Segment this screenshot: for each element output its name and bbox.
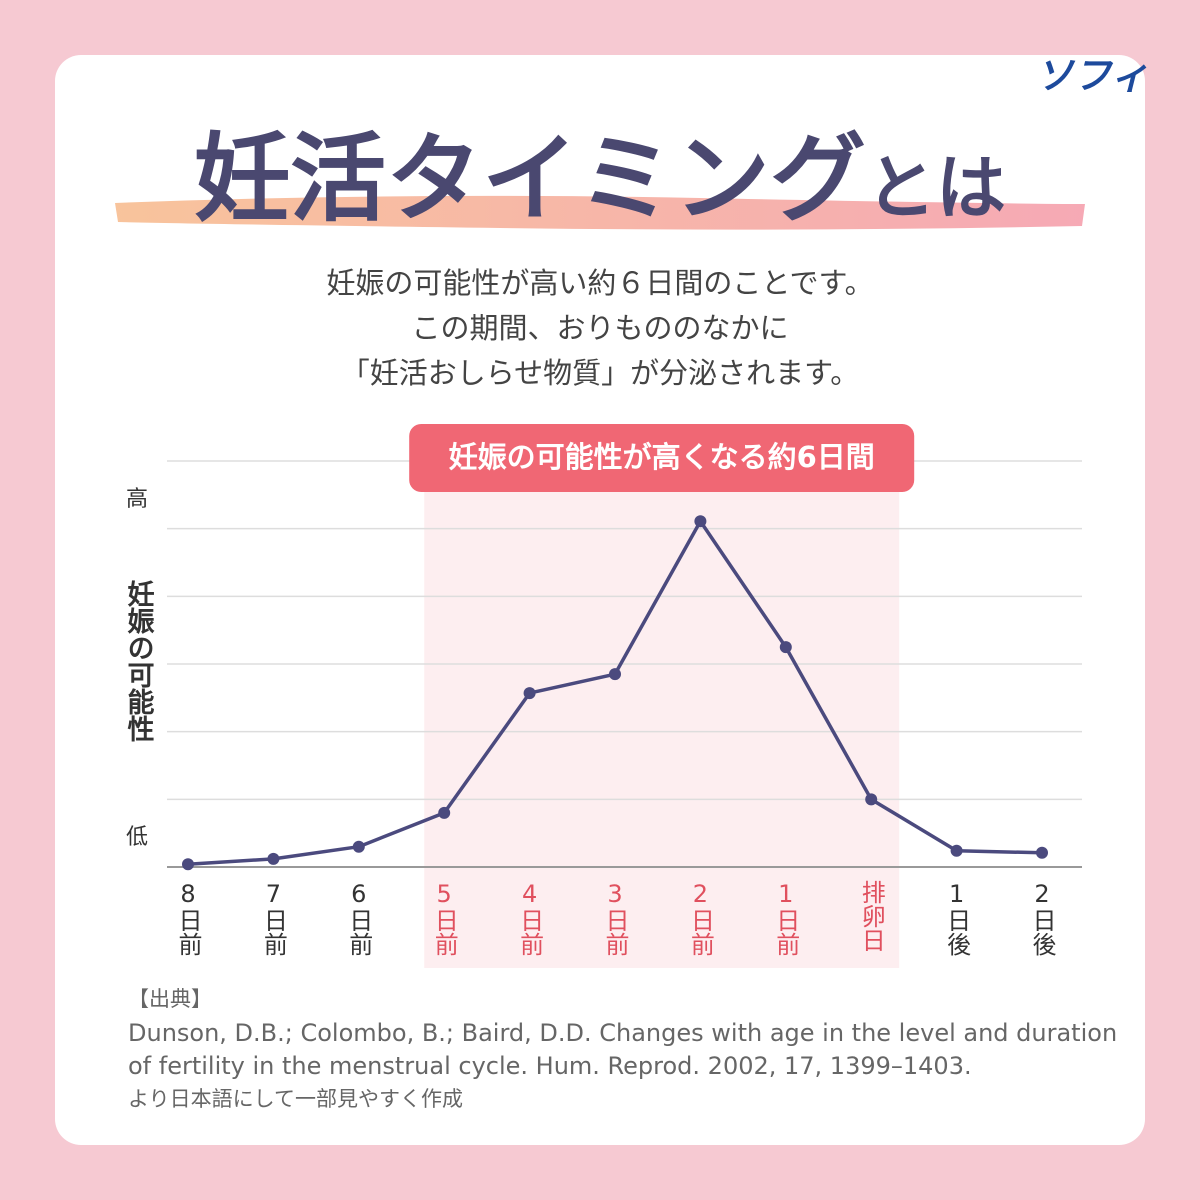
point [609,668,621,681]
x-tick-label: 1日前 [771,880,800,956]
point [694,515,707,528]
source-line: Dunson, D.B.; Colombo, B.; Baird, D.D. C… [128,1019,1117,1047]
title-suffix: とは [866,147,1006,229]
point [523,687,536,700]
highlight-label: 妊娠の可能性が高くなる約6日間 [449,440,875,474]
source-line: of fertility in the menstrual cycle. Hum… [128,1052,972,1080]
point [950,844,963,857]
x-tick-label: 6日前 [344,880,373,956]
y-axis-label: 妊娠の可能性 [122,580,154,742]
source-heading: 【出典】 [128,987,212,1011]
source-line: より日本語にして一部見やすく作成 [128,1087,463,1111]
highlight-label-box [409,424,915,492]
x-tick-label: 2日後 [1028,880,1056,956]
title-main: 妊活タイミング [194,123,866,235]
x-tick-label: 1日後 [942,880,971,956]
point [865,793,878,806]
x-tick-label: 2日前 [686,880,715,956]
brush-stroke [115,195,1085,230]
subtitle-line: この期間、おりもののなかに [411,311,788,345]
point [267,852,280,865]
y-tick-label: 高 [126,487,148,512]
x-tick-label: 7日前 [259,880,288,956]
point [438,806,451,819]
highlight-band [424,490,900,968]
subtitle-line: 「妊活おしらせ物質」が分泌されます。 [341,356,860,390]
x-tick-label: 4日前 [515,880,544,956]
subtitle-line: 妊娠の可能性が高い約６日間のことです。 [326,266,873,300]
x-tick-label: 排卵日 [857,880,886,952]
point [352,840,365,853]
point [182,858,194,871]
y-tick-label: 低 [126,825,148,850]
title: 妊活タイミングとは [194,123,1006,235]
point [779,641,792,654]
x-tick-label: 3日前 [601,880,629,956]
logo: ソフィ [1035,54,1148,98]
x-tick-label: 5日前 [430,880,459,956]
point [1036,846,1048,859]
x-tick-label: 8日前 [174,880,202,956]
